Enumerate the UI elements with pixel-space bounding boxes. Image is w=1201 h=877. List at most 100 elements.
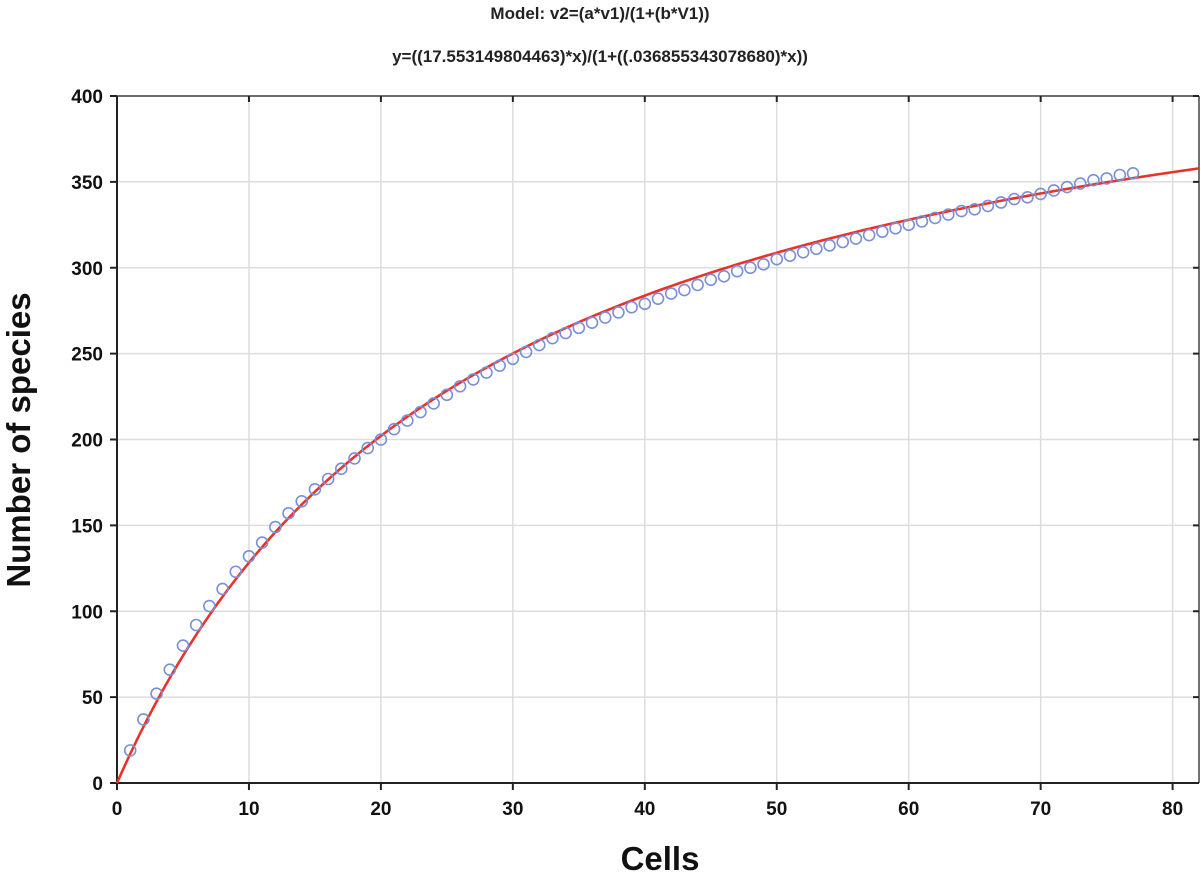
x-tick-label: 0	[112, 799, 123, 820]
data-point	[810, 242, 823, 256]
x-tick-label: 40	[634, 799, 655, 820]
data-point	[348, 452, 361, 465]
data-point	[849, 232, 863, 245]
data-point	[440, 388, 454, 402]
data-point	[638, 297, 652, 311]
data-point	[1034, 187, 1047, 201]
y-tick-label: 300	[71, 259, 103, 280]
y-tick-label: 250	[71, 345, 103, 366]
data-point	[757, 258, 770, 271]
data-point	[189, 618, 203, 632]
data-point	[704, 273, 718, 287]
data-point	[216, 582, 229, 596]
data-point	[1060, 180, 1074, 194]
data-point	[150, 687, 163, 700]
y-tick-label: 350	[71, 173, 103, 194]
data-point	[1007, 192, 1021, 206]
x-tick-label: 10	[238, 799, 259, 820]
x-tick-label: 60	[898, 799, 919, 820]
y-tick-label: 100	[71, 602, 103, 623]
data-point	[1126, 166, 1140, 180]
data-point	[941, 208, 955, 221]
data-point	[453, 379, 467, 393]
data-point	[1047, 184, 1061, 197]
data-point	[308, 483, 322, 496]
data-point	[163, 663, 177, 676]
y-tick-label: 50	[82, 688, 103, 709]
data-point	[955, 204, 968, 218]
data-point	[546, 331, 559, 345]
data-point	[427, 397, 440, 410]
data-point	[414, 405, 427, 419]
x-tick-label: 30	[502, 799, 523, 820]
y-tick-label: 150	[71, 516, 103, 537]
data-point	[889, 221, 902, 235]
data-point	[1087, 173, 1100, 187]
data-point	[717, 270, 731, 283]
observed-points	[123, 166, 1140, 757]
data-point	[1021, 191, 1034, 204]
data-point	[572, 321, 586, 335]
data-point	[691, 278, 704, 292]
data-point	[664, 287, 678, 300]
data-point	[532, 338, 546, 352]
data-point	[783, 249, 797, 263]
data-point	[651, 292, 665, 305]
data-point	[335, 462, 348, 475]
data-point	[796, 245, 810, 259]
data-point	[480, 366, 493, 379]
data-point	[678, 283, 691, 297]
data-point	[559, 326, 572, 340]
x-tick-label: 50	[766, 799, 787, 820]
data-point	[123, 744, 137, 757]
data-point	[176, 639, 190, 652]
data-point	[506, 352, 520, 366]
data-point	[295, 495, 309, 508]
fit-curve	[115, 167, 1200, 784]
data-point	[1113, 168, 1127, 182]
data-point	[493, 359, 506, 372]
y-axis-title: Number of species	[0, 292, 37, 587]
x-tick-label: 70	[1030, 799, 1051, 820]
data-point	[1073, 177, 1087, 190]
data-point	[994, 196, 1008, 209]
data-point	[585, 316, 599, 330]
data-point	[836, 235, 850, 249]
data-point	[968, 203, 981, 216]
x-axis-title: Cells	[621, 840, 700, 877]
data-point	[915, 215, 929, 228]
x-tick-label: 20	[370, 799, 391, 820]
data-point	[744, 261, 757, 275]
data-point	[770, 252, 784, 266]
data-point	[598, 311, 612, 324]
data-point	[928, 211, 942, 225]
data-point	[203, 599, 216, 613]
data-point	[361, 441, 375, 455]
data-point	[374, 433, 388, 446]
axis-ticks: 0 10 20 30 40 50 60 70 80 0 50 100 150 200 250 300 350 40…	[71, 87, 1199, 820]
data-point	[823, 239, 836, 252]
fit-curve-group	[115, 167, 1200, 784]
y-tick-label: 0	[92, 774, 103, 795]
data-point	[981, 199, 995, 213]
chart-title: Model: v2=(a*v1)/(1+(b*V1))	[490, 4, 709, 23]
y-tick-label: 400	[71, 87, 103, 108]
data-point	[321, 472, 335, 486]
data-point	[625, 300, 638, 314]
data-point	[229, 565, 243, 579]
y-tick-label: 200	[71, 431, 103, 452]
data-point	[862, 228, 876, 242]
data-point	[242, 549, 256, 563]
data-point	[466, 373, 480, 386]
grid	[117, 95, 1199, 783]
data-point	[400, 414, 414, 427]
chart-subtitle: y=((17.553149804463)*x)/(1+((.0368553430…	[392, 47, 808, 66]
data-point	[876, 225, 889, 238]
data-point	[519, 345, 533, 359]
data-point	[730, 264, 744, 278]
data-point	[387, 422, 401, 436]
data-point	[902, 218, 916, 232]
x-tick-label: 80	[1162, 799, 1183, 820]
data-point	[269, 520, 282, 534]
